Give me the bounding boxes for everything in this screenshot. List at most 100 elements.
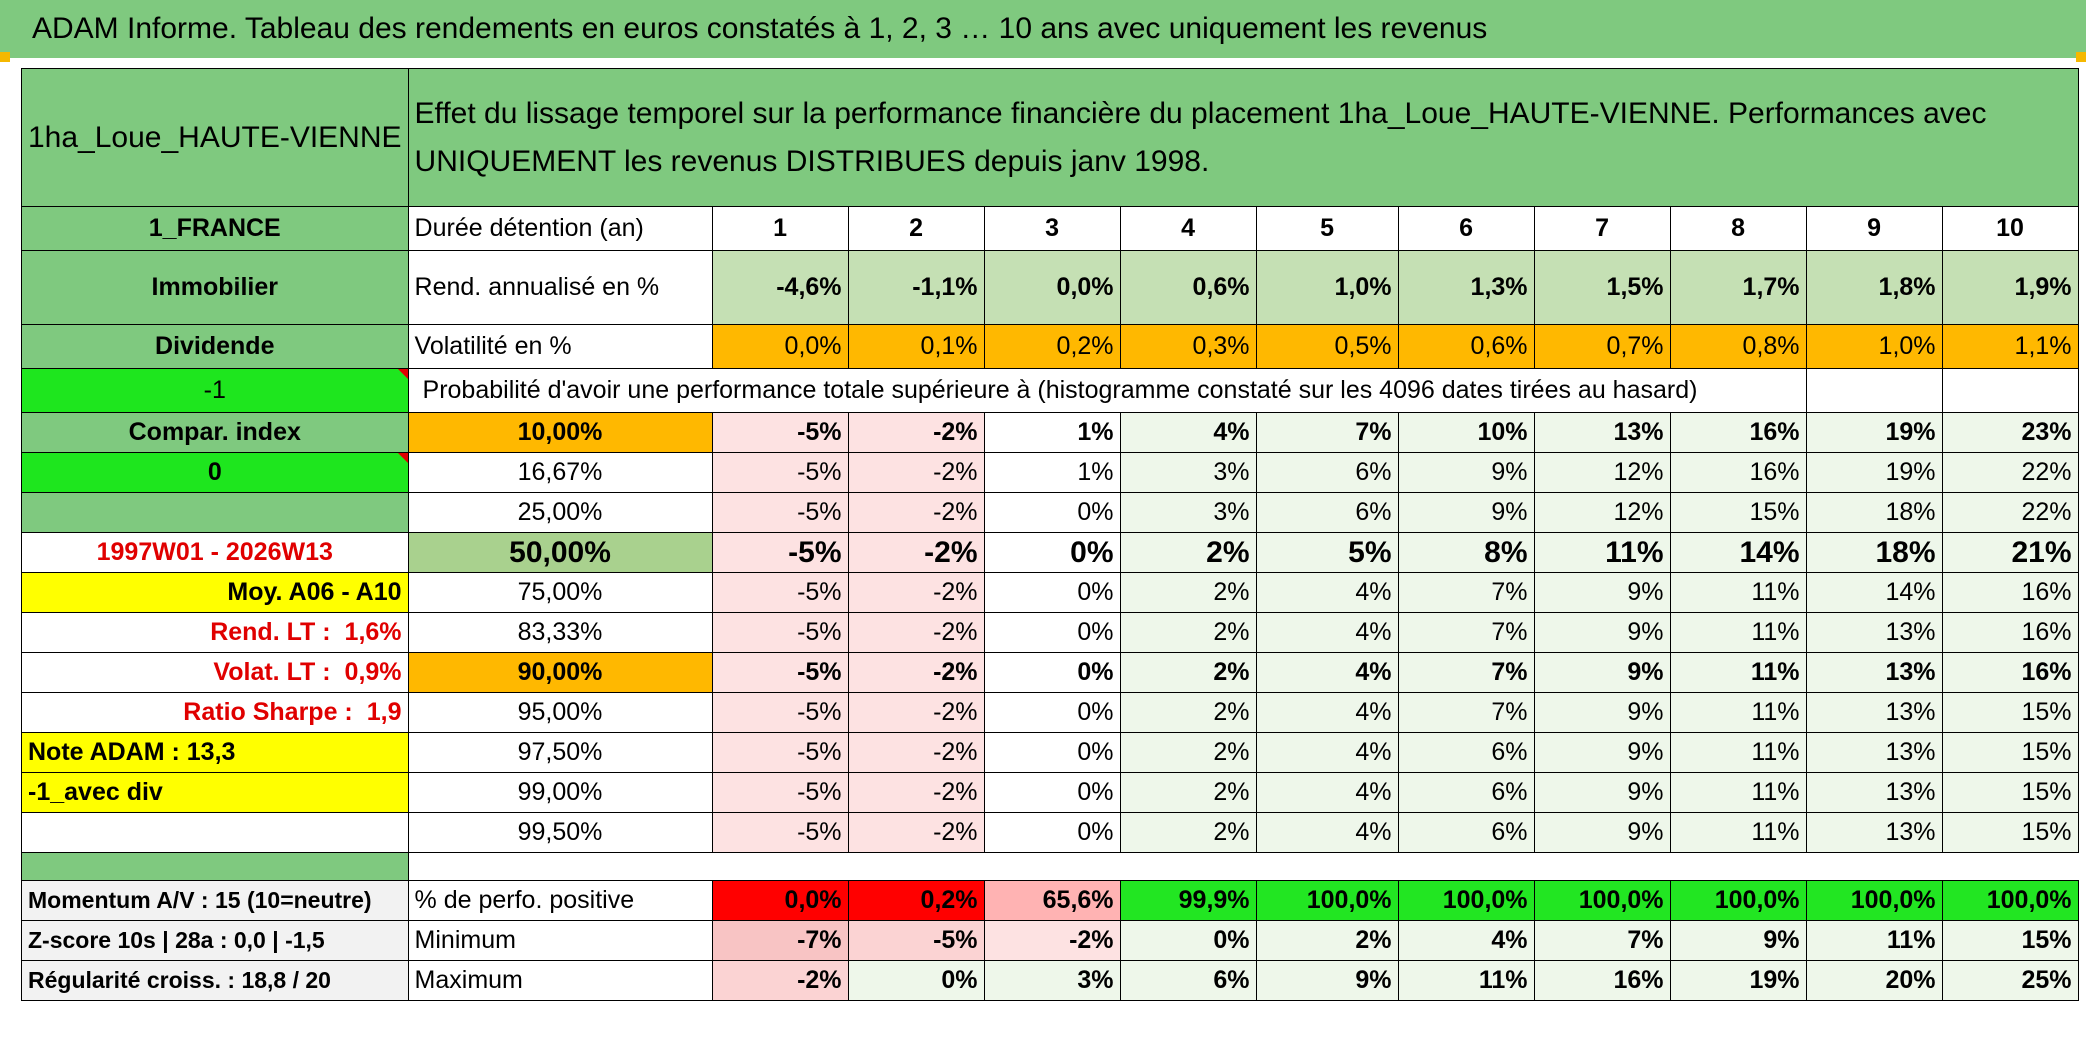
percentile-row: Rend. LT :1,6% 83,33% -5% -2% 0% 2% 4% 7% 9% 11% 1…: [21, 612, 2079, 653]
percentile-row: Note ADAM : 13,3 97,50% -5% -2% 0% 2% 4% 6% 9% 11…: [21, 732, 2079, 773]
percentile-value: -5%: [711, 452, 849, 493]
percentile-value: 6%: [1255, 452, 1399, 493]
percentile-value: 7%: [1397, 652, 1535, 693]
percentile-value: 6%: [1397, 772, 1535, 813]
percentile-row: Volat. LT : 0,9% 90,00% -5% -2% 0% 2% 4% 7% 9% 11%…: [21, 652, 2079, 693]
percentile-value: 4%: [1255, 652, 1399, 693]
flag-minus1-cell[interactable]: -1: [21, 368, 409, 413]
spacer-green: [21, 852, 409, 881]
percentile-value: -2%: [847, 652, 985, 693]
percentile-value: 19%: [1805, 412, 1943, 453]
percentile-value: 16%: [1941, 652, 2079, 693]
rend-value: 1,7%: [1669, 250, 1807, 325]
year-header: 9: [1805, 206, 1943, 251]
max-value: -2%: [711, 960, 849, 1001]
rend-lt-cell-value: 1,6%: [344, 618, 402, 646]
percentile-value: -2%: [847, 612, 985, 653]
max-value: 20%: [1805, 960, 1943, 1001]
percentile-value: -2%: [847, 492, 985, 533]
vol-label: Volatilité en %: [407, 324, 713, 369]
rend-value: 1,3%: [1397, 250, 1535, 325]
percentile-value: 16%: [1941, 572, 2079, 613]
pos-value: 100,0%: [1669, 880, 1807, 921]
percentile-value: 0%: [983, 532, 1121, 573]
percentile-label: 16,67%: [407, 452, 713, 493]
period-cell: 1997W01 - 2026W13: [21, 532, 409, 573]
min-value: 7%: [1533, 920, 1671, 961]
rend-value: 1,9%: [1941, 250, 2079, 325]
percentile-value: 10%: [1397, 412, 1535, 453]
percentile-value: 6%: [1255, 492, 1399, 533]
pos-value: 0,2%: [847, 880, 985, 921]
volat-lt-cell-label: Volat. LT :: [213, 658, 331, 686]
vol-value: 0,1%: [847, 324, 985, 369]
sharpe-cell-label: Ratio Sharpe :: [183, 698, 353, 726]
year-header: 7: [1533, 206, 1671, 251]
percentile-value: 7%: [1255, 412, 1399, 453]
percentile-value: 13%: [1805, 812, 1943, 853]
percentile-value: 15%: [1941, 772, 2079, 813]
returns-table: 1ha_Loue_HAUTE-VIENNE Effet du lissage t…: [21, 68, 2079, 1001]
year-header: 4: [1119, 206, 1257, 251]
avec-div-cell: -1_avec div: [21, 772, 409, 813]
percentile-value: 2%: [1119, 772, 1257, 813]
percentile-value: 11%: [1669, 692, 1807, 733]
vol-value: 0,5%: [1255, 324, 1399, 369]
rend-value: 1,5%: [1533, 250, 1671, 325]
percentile-value: 2%: [1119, 652, 1257, 693]
min-value: 4%: [1397, 920, 1535, 961]
percentile-value: 11%: [1669, 812, 1807, 853]
description-line1: Effet du lissage temporel sur la perform…: [414, 96, 1987, 130]
percentile-value: 12%: [1533, 452, 1671, 493]
max-value: 16%: [1533, 960, 1671, 1001]
percentile-label: 75,00%: [407, 572, 713, 613]
corner-marker: [2076, 52, 2086, 62]
max-value: 0%: [847, 960, 985, 1001]
min-value: -7%: [711, 920, 849, 961]
percentile-value: 9%: [1533, 572, 1671, 613]
percentile-value: 23%: [1941, 412, 2079, 453]
compar-index-cell[interactable]: Compar. index: [21, 412, 409, 453]
percentile-value: 1%: [983, 452, 1121, 493]
country-cell: 1_FRANCE: [21, 206, 409, 251]
percentile-value: 4%: [1255, 732, 1399, 773]
percentile-value: 5%: [1255, 532, 1399, 573]
percentile-label: 99,50%: [407, 812, 713, 853]
pos-value: 100,0%: [1255, 880, 1399, 921]
zero-flag-cell[interactable]: 0: [21, 452, 409, 493]
vol-value: 0,8%: [1669, 324, 1807, 369]
sharpe-cell: Ratio Sharpe : 1,9: [21, 692, 409, 733]
percentile-value: -5%: [711, 692, 849, 733]
spacer-cell: [408, 852, 2079, 881]
min-label: Minimum: [407, 920, 713, 961]
percentile-value: -2%: [847, 812, 985, 853]
percentile-value: 0%: [983, 812, 1121, 853]
fund-name-cell: 1ha_Loue_HAUTE-VIENNE: [21, 68, 409, 207]
percentile-label: 90,00%: [407, 652, 713, 693]
percentile-value: 7%: [1397, 572, 1535, 613]
percentile-label: 50,00%: [407, 532, 713, 573]
year-header: 3: [983, 206, 1121, 251]
max-value: 11%: [1397, 960, 1535, 1001]
empty-green-cell: [21, 492, 409, 533]
vol-value: 1,1%: [1941, 324, 2079, 369]
percentile-value: 11%: [1669, 772, 1807, 813]
percentile-value: 18%: [1805, 532, 1943, 573]
empty-cell: [1805, 368, 1943, 413]
percentile-value: 11%: [1669, 572, 1807, 613]
pos-value: 100,0%: [1397, 880, 1535, 921]
momentum-cell: Momentum A/V : 15 (10=neutre): [21, 880, 409, 921]
percentile-row: 25,00% -5% -2% 0% 3% 6% 9% 12% 15% 18% 22%: [21, 492, 2079, 533]
percentile-value: 11%: [1533, 532, 1671, 573]
percentile-value: 11%: [1669, 652, 1807, 693]
year-header: 5: [1255, 206, 1399, 251]
rend-value: 0,0%: [983, 250, 1121, 325]
percentile-label: 95,00%: [407, 692, 713, 733]
rend-value: -4,6%: [711, 250, 849, 325]
percentile-value: -2%: [847, 532, 985, 573]
percentile-value: 12%: [1533, 492, 1671, 533]
percentile-value: 1%: [983, 412, 1121, 453]
percentile-value: 0%: [983, 732, 1121, 773]
percentile-value: 19%: [1805, 452, 1943, 493]
percentile-value: 6%: [1397, 732, 1535, 773]
